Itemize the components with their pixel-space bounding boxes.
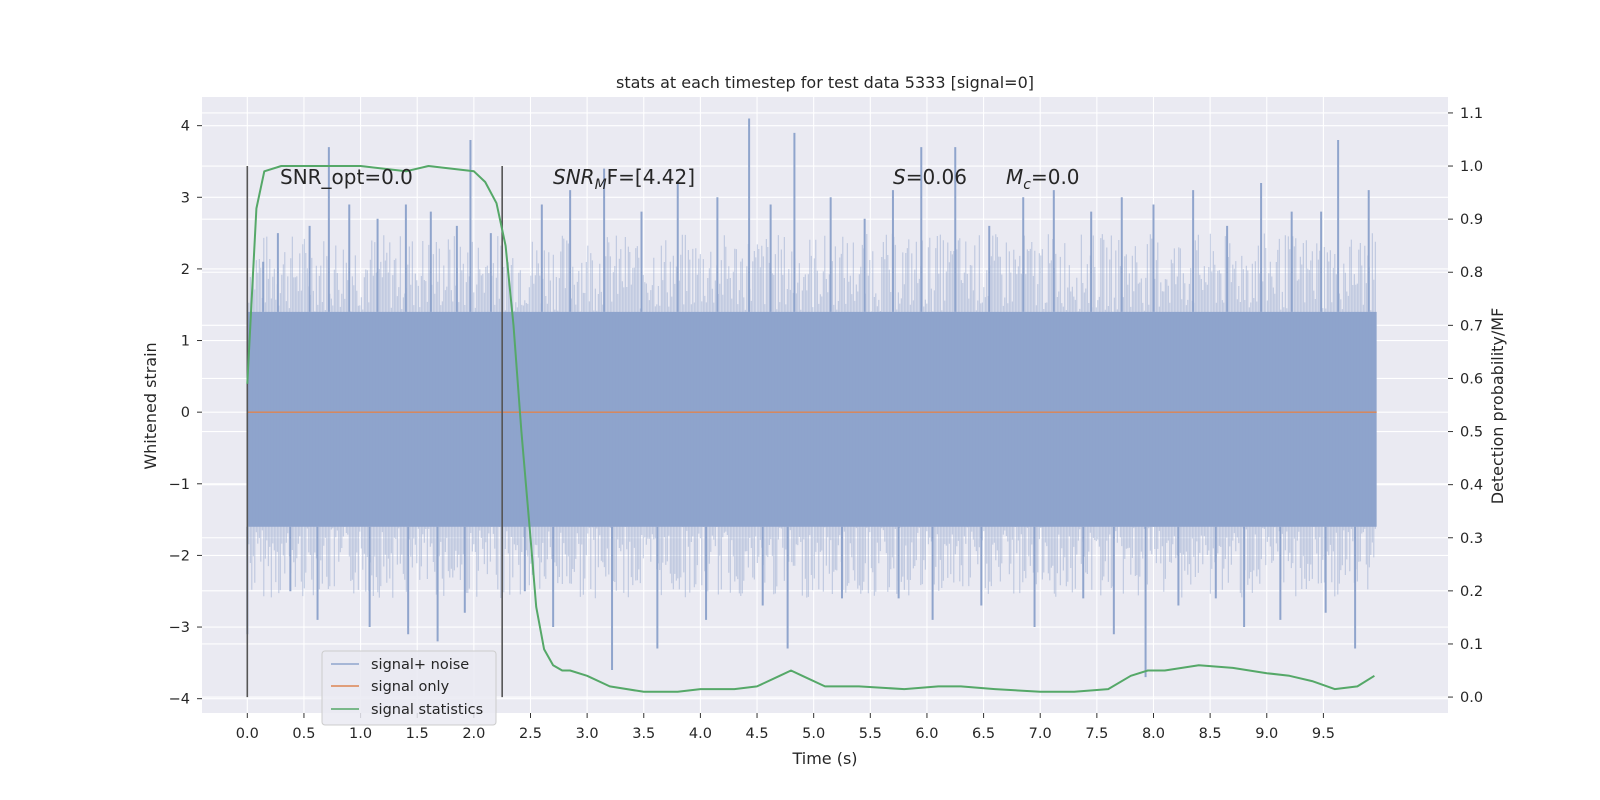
x-axis-ticks: 0.0 0.5 1.0 1.5 2.0 2.5 3.0 3.5 4.0 4.5 5.0 5.5 6.0 6…: [236, 713, 1335, 742]
x-tick-label: 9.0: [1255, 726, 1278, 742]
y2-tick-label: 0.6: [1460, 371, 1483, 387]
annotation-snr-opt: SNR_opt=0.0: [280, 165, 413, 189]
x-tick-label: 4.0: [689, 726, 712, 742]
x-tick-label: 7.0: [1029, 726, 1052, 742]
legend-label-signal-statistics: signal statistics: [371, 702, 483, 718]
x-tick-label: 3.0: [576, 726, 599, 742]
chart-title: stats at each timestep for test data 533…: [616, 73, 1034, 92]
x-tick-label: 6.5: [972, 726, 995, 742]
signal-noise-band: [246, 233, 1377, 599]
vertical-markers: [246, 166, 503, 698]
annotation-s-var: S: [893, 165, 906, 189]
x-tick-label: 2.0: [462, 726, 485, 742]
x-tick-label: 7.5: [1085, 726, 1108, 742]
y-tick-label: 0: [181, 405, 190, 421]
y2-tick-label: 0.3: [1460, 531, 1483, 547]
y-tick-label: −1: [169, 477, 190, 493]
x-tick-label: 2.5: [519, 726, 542, 742]
y2-tick-label: 0.0: [1460, 690, 1483, 706]
y2-tick-label: 0.5: [1460, 425, 1483, 441]
legend-box: [321, 650, 497, 726]
annotation-snr-mf-rest: F=[4.42]: [607, 165, 695, 189]
legend-label-signal-noise: signal+ noise: [371, 657, 469, 673]
annotation-snr-mf: SNRMF=[4.42]: [553, 165, 695, 193]
signal-statistics-line: [246, 165, 1375, 693]
y-axis-ticks: 4 3 2 1 0 −1 −2 −3 −4: [169, 119, 202, 708]
y-tick-label: −2: [169, 548, 190, 564]
y-axis-label: Whitened strain: [141, 342, 160, 469]
y-tick-label: −4: [169, 692, 190, 708]
y-tick-label: 1: [181, 334, 190, 350]
y2-tick-label: 0.2: [1460, 584, 1483, 600]
x-tick-label: 9.5: [1312, 726, 1335, 742]
annotation-mc: Mc=0.0: [1006, 165, 1080, 193]
x-axis-label: Time (s): [791, 749, 857, 768]
legend: signal+ noise signal only signal statist…: [321, 650, 497, 726]
annotation-s: S=0.06: [893, 165, 967, 189]
y-tick-label: 3: [181, 190, 190, 206]
x-tick-label: 1.0: [349, 726, 372, 742]
y2-tick-label: 1.1: [1460, 106, 1483, 122]
y2-tick-label: 1.0: [1460, 159, 1483, 175]
legend-label-signal-only: signal only: [371, 679, 450, 695]
signal-noise-core-band: [247, 311, 1377, 527]
annotation-mc-value: =0.0: [1031, 165, 1080, 189]
y-tick-label: 2: [181, 262, 190, 278]
y2-tick-label: 0.1: [1460, 637, 1483, 653]
x-tick-label: 5.0: [802, 726, 825, 742]
x-tick-label: 6.0: [915, 726, 938, 742]
y2-axis-ticks: 1.1 1.0 0.9 0.8 0.7 0.6 0.5 0.4 0.3 0.2 0.1 0.0: [1448, 106, 1483, 706]
x-tick-label: 5.5: [859, 726, 882, 742]
annotation-snr-mf-main: SNR: [553, 165, 595, 189]
x-tick-label: 1.5: [406, 726, 429, 742]
y2-tick-label: 0.4: [1460, 478, 1483, 494]
y2-tick-label: 0.8: [1460, 265, 1483, 281]
x-tick-label: 4.5: [746, 726, 769, 742]
x-tick-label: 0.0: [236, 726, 259, 742]
annotation-mc-sub: c: [1023, 177, 1031, 193]
annotation-mc-main: M: [1006, 165, 1023, 189]
x-tick-label: 8.0: [1142, 726, 1165, 742]
annotation-snr-mf-sub: M: [595, 177, 607, 193]
x-tick-label: 8.5: [1199, 726, 1222, 742]
signal-statistics-series: [246, 165, 1375, 693]
y2-tick-label: 0.7: [1460, 318, 1483, 334]
y-tick-label: 4: [181, 119, 190, 135]
annotation-s-value: =0.06: [906, 165, 967, 189]
y-tick-label: −3: [169, 620, 190, 636]
x-tick-label: 0.5: [292, 726, 315, 742]
signal-noise-texture: [246, 233, 1376, 599]
y2-axis-label: Detection probability/MF: [1488, 308, 1507, 505]
y2-tick-label: 0.9: [1460, 212, 1483, 228]
x-tick-label: 3.5: [632, 726, 655, 742]
